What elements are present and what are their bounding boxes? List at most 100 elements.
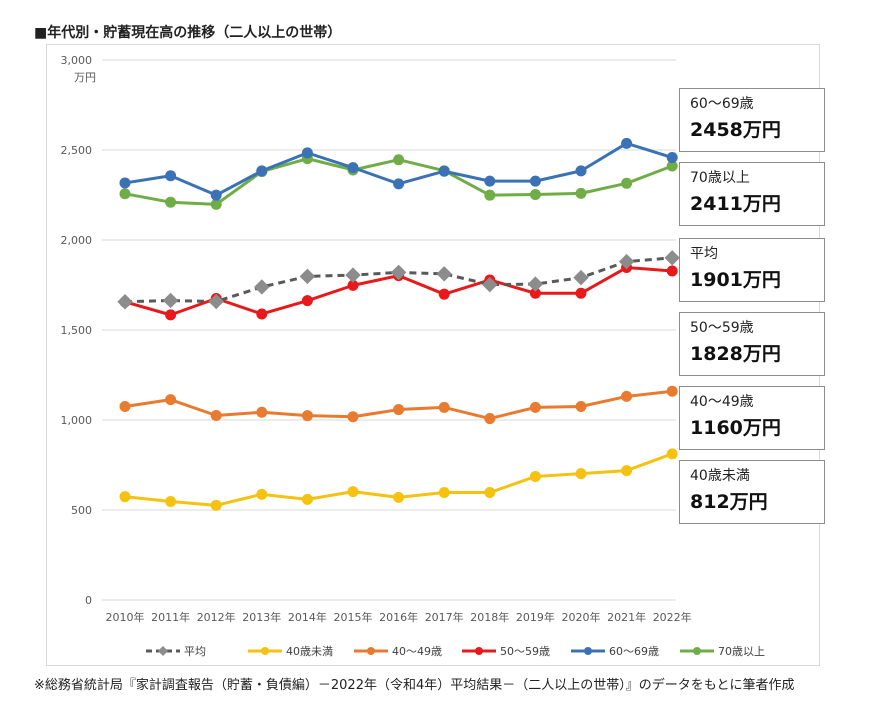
callout-box: 40～49歳 1160万円 [679, 386, 825, 450]
data-point [621, 390, 633, 402]
data-point [529, 287, 541, 299]
callout-label: 40～49歳 [690, 394, 754, 410]
legend-marker [693, 647, 701, 655]
x-tick-label: 2012年 [197, 610, 236, 624]
legend-marker [367, 647, 375, 655]
data-point [666, 448, 678, 460]
x-tick-label: 2021年 [607, 610, 646, 624]
legend-marker [261, 647, 269, 655]
x-tick-label: 2011年 [151, 610, 190, 624]
data-point [529, 175, 541, 187]
x-tick-label: 2017年 [425, 610, 464, 624]
data-point [162, 292, 179, 309]
data-point [482, 276, 498, 293]
x-tick-label: 2014年 [288, 610, 327, 624]
callout-value: 2411万円 [690, 193, 781, 215]
data-point [210, 189, 222, 201]
legend-label: 40歳未満 [286, 645, 333, 658]
data-point [621, 137, 633, 149]
x-tick-label: 2022年 [653, 610, 692, 624]
data-point [484, 413, 496, 425]
data-point [210, 499, 222, 511]
legend-marker [584, 647, 592, 655]
data-point [438, 288, 450, 300]
x-tick-label: 2015年 [334, 610, 373, 624]
data-point [301, 147, 313, 159]
data-point [165, 196, 177, 208]
legend-label: 70歳以上 [718, 645, 765, 658]
data-point [393, 491, 405, 503]
data-point [256, 406, 268, 418]
callout-box: 40歳未満 812万円 [679, 460, 825, 524]
data-point [119, 177, 131, 189]
data-point [208, 293, 224, 310]
y-tick-label: 2,000 [61, 234, 93, 247]
callout-box: 50～59歳 1828万円 [679, 312, 825, 376]
legend-label: 平均 [184, 645, 206, 658]
data-point [621, 177, 633, 189]
data-point [664, 250, 680, 266]
data-point [484, 189, 496, 201]
y-tick-label: 1,500 [61, 324, 93, 337]
data-point [575, 468, 587, 480]
y-tick-label: 2,500 [61, 144, 93, 157]
data-point [256, 488, 268, 500]
callout-value: 812万円 [690, 491, 768, 513]
callout-label: 平均 [690, 246, 718, 262]
data-point [119, 188, 131, 200]
data-point [575, 401, 587, 412]
data-point [484, 175, 496, 187]
data-point [666, 265, 678, 277]
x-tick-label: 2013年 [242, 610, 281, 624]
source-note: ※総務省統計局『家計調査報告（貯蓄・負債編）－2022年（令和4年）平均結果－（… [34, 678, 795, 693]
data-point [254, 279, 270, 295]
legend-label: 60～69歳 [609, 645, 659, 658]
data-point [390, 264, 407, 281]
legend-marker [475, 647, 483, 655]
data-point [666, 160, 678, 172]
callout-box: 70歳以上 2411万円 [679, 162, 825, 226]
data-point [436, 266, 452, 282]
callout-box: 平均 1901万円 [679, 238, 825, 302]
callout-box: 60～69歳 2458万円 [679, 88, 825, 152]
data-point [165, 394, 177, 406]
data-point [573, 269, 589, 286]
y-tick-label: 500 [71, 504, 92, 517]
data-point [438, 165, 450, 177]
data-point [347, 162, 359, 174]
data-point [347, 411, 359, 423]
x-tick-label: 2019年 [516, 610, 555, 624]
data-point [666, 385, 678, 397]
x-tick-label: 2010年 [106, 610, 145, 624]
callout-value: 1901万円 [690, 269, 781, 291]
data-point [256, 165, 268, 177]
data-point [575, 287, 587, 299]
data-point [529, 471, 541, 483]
data-point [621, 465, 633, 477]
data-point [210, 410, 222, 421]
data-point [575, 165, 587, 177]
callout-label: 70歳以上 [690, 170, 750, 186]
data-point [438, 401, 450, 413]
callout-label: 50～59歳 [690, 320, 754, 336]
legend-label: 40～49歳 [392, 645, 442, 658]
data-point [119, 401, 131, 412]
callout-value: 1828万円 [690, 343, 781, 365]
data-point [393, 404, 405, 416]
data-point [119, 491, 131, 503]
data-point [301, 410, 313, 422]
x-tick-label: 2020年 [562, 610, 601, 624]
data-point [438, 487, 450, 499]
data-point [301, 295, 313, 307]
data-point [393, 178, 405, 190]
data-point [529, 401, 541, 413]
x-tick-label: 2018年 [470, 610, 509, 624]
data-point [527, 276, 544, 292]
data-point [618, 253, 635, 270]
data-point [256, 308, 268, 320]
y-tick-label: 3,000 [61, 54, 93, 67]
x-tick-label: 2016年 [379, 610, 418, 624]
callout-label: 40歳未満 [690, 468, 750, 484]
data-point [393, 154, 405, 166]
